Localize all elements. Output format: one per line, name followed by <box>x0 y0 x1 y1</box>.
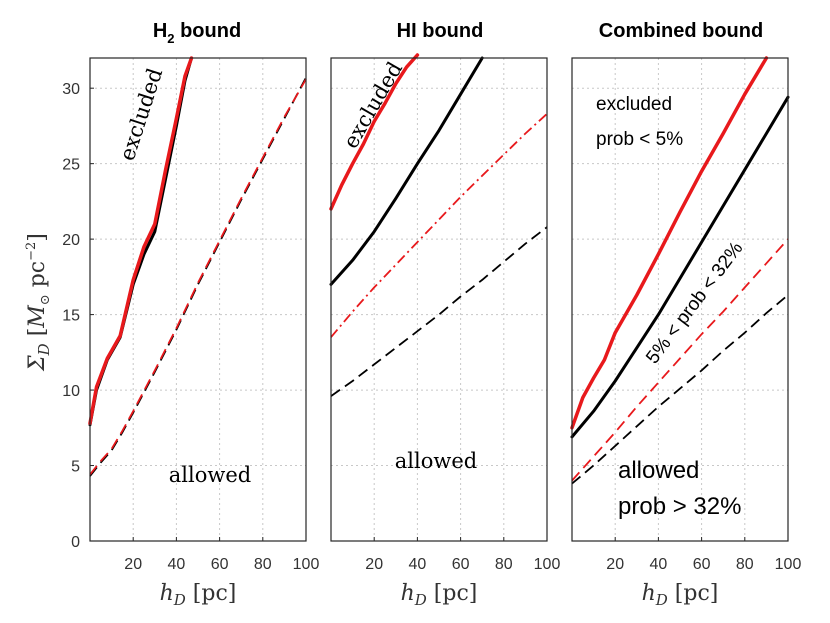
y-tick-label: 30 <box>62 81 80 98</box>
series-black-solid <box>570 95 790 439</box>
annotation-excluded: excluded <box>596 94 672 115</box>
x-tick-label: 60 <box>211 556 229 573</box>
plot-frame <box>330 57 548 542</box>
annotation-prob-gt-32: prob > 32% <box>618 493 741 520</box>
plot-frame <box>89 57 307 542</box>
x-axis-label: hD [pc] <box>642 581 719 609</box>
y-axis-label: ΣD [M⊙ pc−2] <box>24 233 53 372</box>
series-black-dashed <box>330 226 548 397</box>
x-tick-label: 20 <box>365 556 383 573</box>
annotation-allowed: allowed <box>169 463 251 487</box>
plot-frame <box>571 57 789 542</box>
panel-title: HI bound <box>397 20 484 42</box>
x-tick-label: 100 <box>775 556 802 573</box>
series-black-dashed <box>571 294 789 485</box>
y-tick-label: 10 <box>62 383 80 400</box>
x-tick-label: 20 <box>606 556 624 573</box>
panel-title: H2 bound <box>153 20 241 46</box>
series-black-solid <box>329 56 484 286</box>
y-tick-label: 0 <box>71 534 80 551</box>
panel-h2-bound: H2 bound 20 40 60 80 100 0 5 10 15 20 25 30 hD [pc]… <box>62 20 319 609</box>
y-tick-label: 5 <box>71 459 80 476</box>
y-tick-label: 15 <box>62 308 80 325</box>
annotation-allowed: allowed <box>618 457 699 484</box>
x-tick-label: 100 <box>534 556 561 573</box>
y-tick-label: 25 <box>62 157 80 174</box>
x-tick-label: 80 <box>736 556 754 573</box>
annotation-allowed: allowed <box>395 449 477 473</box>
panel-hi-bound: HI bound 20 40 60 80 100 hD [pc] excluded al… <box>329 20 561 609</box>
x-tick-label: 60 <box>452 556 470 573</box>
x-tick-label: 20 <box>124 556 142 573</box>
y-tick-label: 20 <box>62 232 80 249</box>
series-red-dashed <box>89 78 307 476</box>
series-red-dashed <box>571 238 789 482</box>
x-tick-label: 40 <box>650 556 668 573</box>
x-tick-label: 80 <box>495 556 513 573</box>
panel-combined-bound: Combined bound 20 40 60 80 100 hD [pc] exclu… <box>570 20 802 609</box>
annotation-excluded: excluded <box>115 65 167 163</box>
x-tick-label: 40 <box>409 556 427 573</box>
series-red-dashdot <box>330 113 548 338</box>
x-tick-label: 80 <box>254 556 272 573</box>
x-axis-label: hD [pc] <box>160 581 237 609</box>
series-red-solid <box>570 56 769 430</box>
x-axis-label: hD [pc] <box>401 581 478 609</box>
x-tick-label: 40 <box>168 556 186 573</box>
x-tick-label: 100 <box>293 556 320 573</box>
series-red-solid <box>329 53 420 211</box>
panel-title: Combined bound <box>599 20 763 42</box>
annotation-prob-lt-5: prob < 5% <box>596 129 683 150</box>
series-red-solid <box>88 56 194 426</box>
annotation-excluded: excluded <box>339 58 408 153</box>
x-tick-label: 60 <box>693 556 711 573</box>
